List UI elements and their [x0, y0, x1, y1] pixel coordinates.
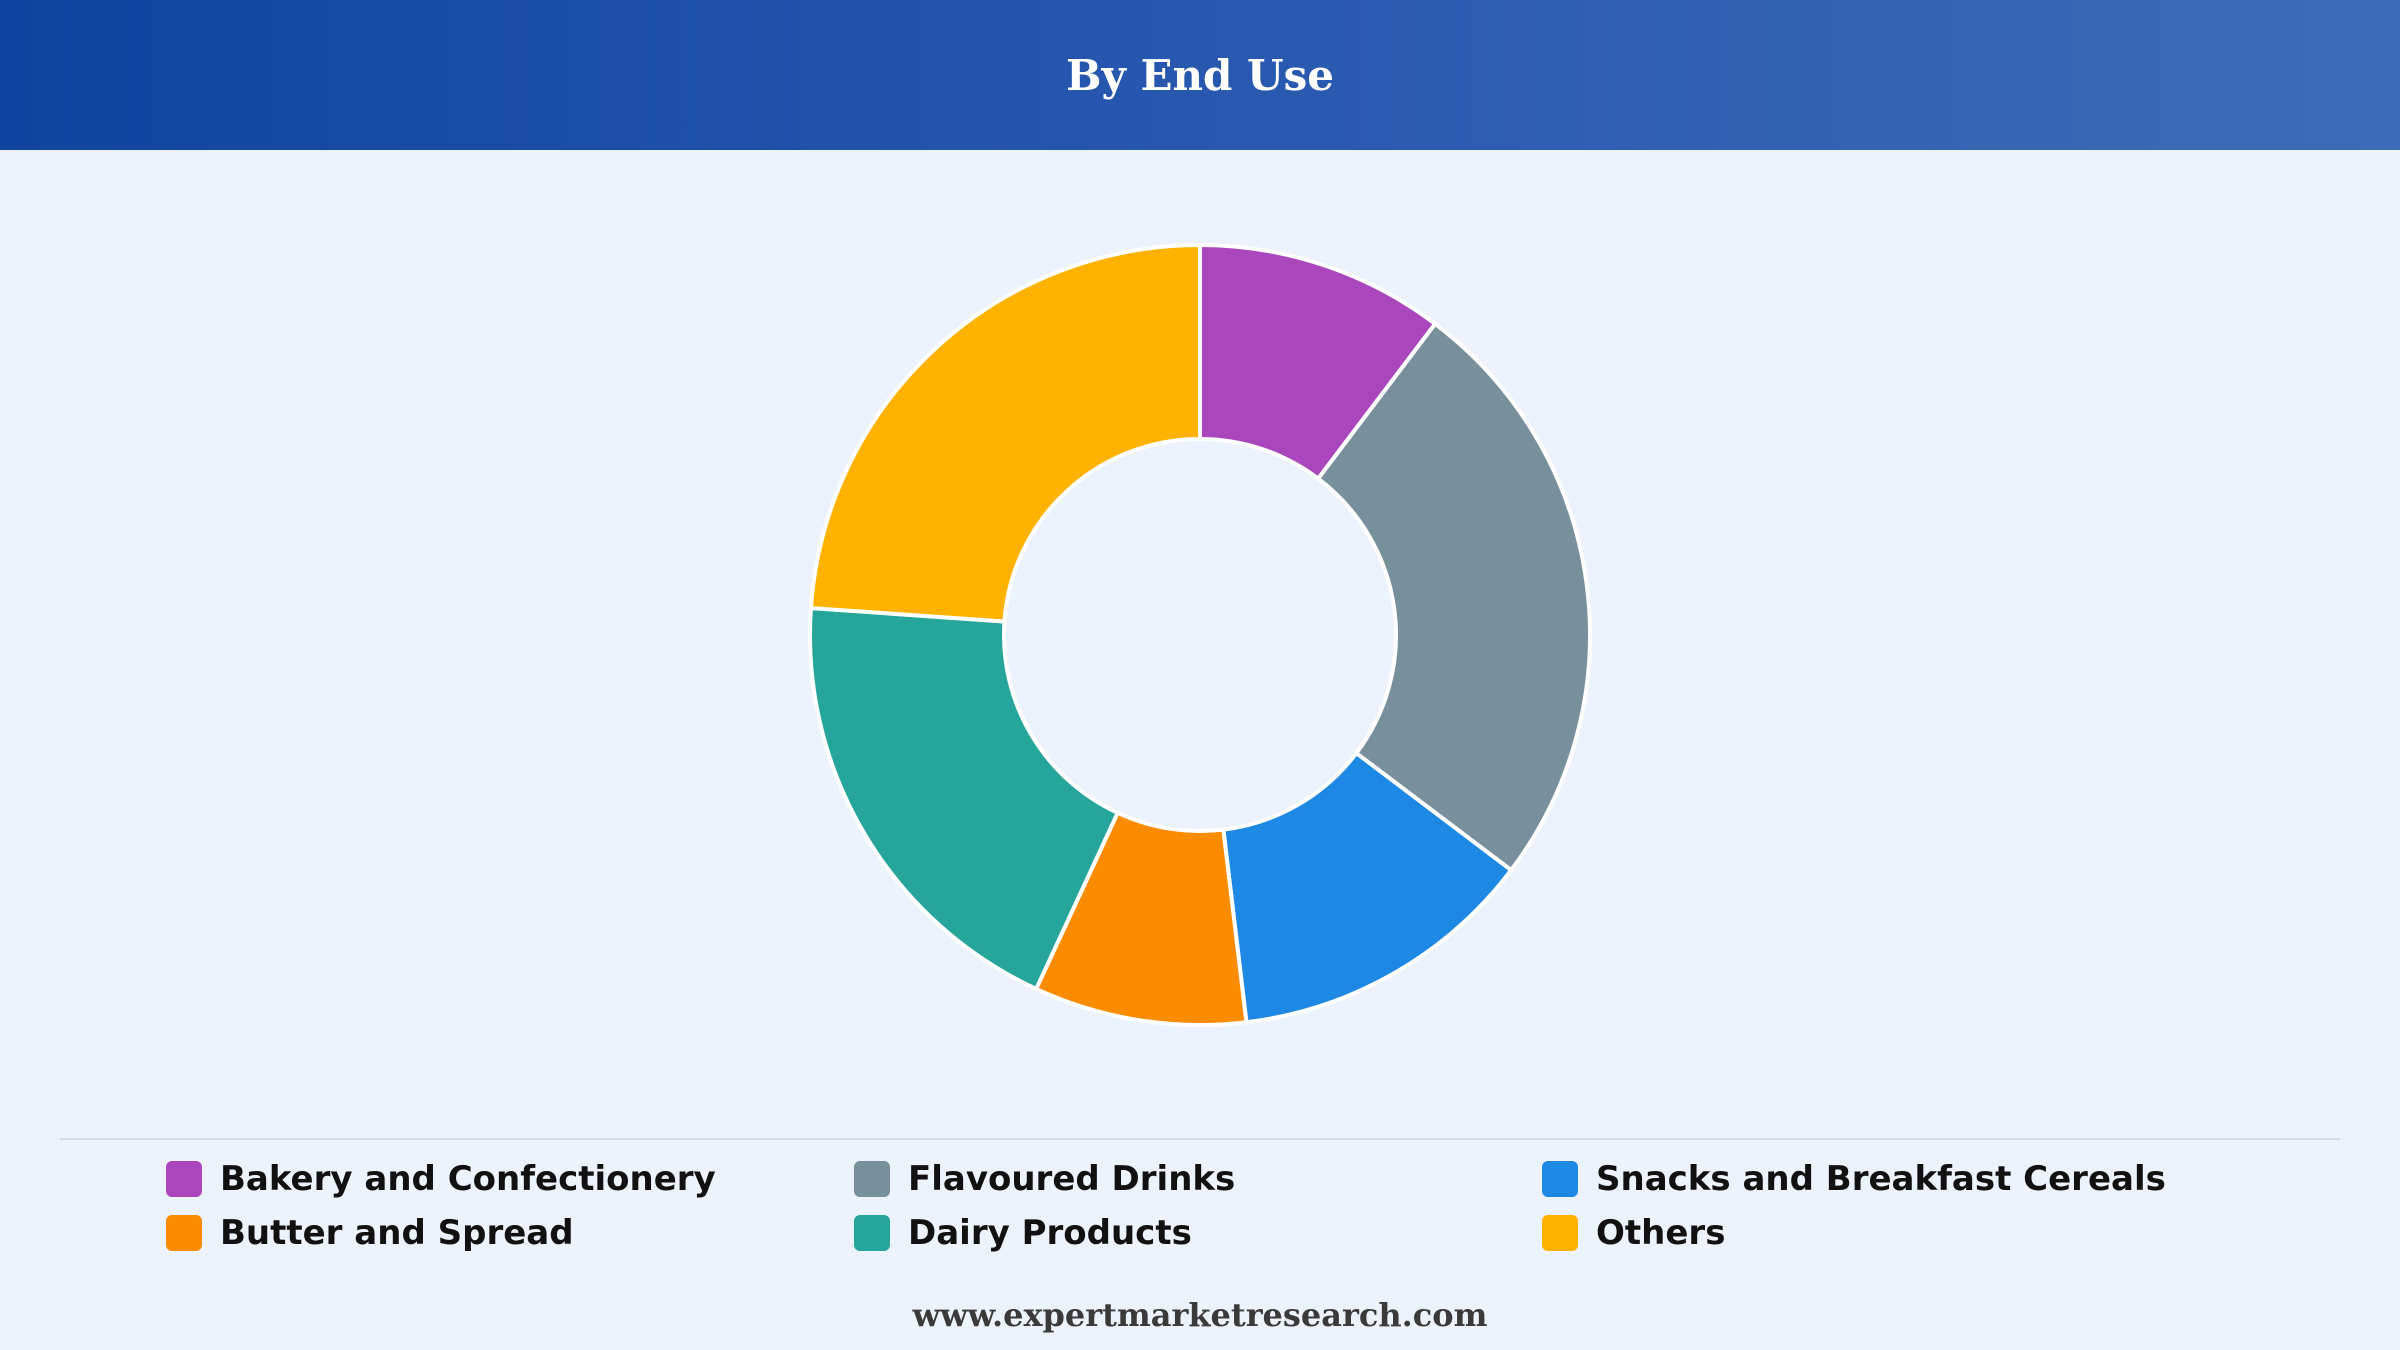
slice-snacks-and-breakfast-cereals[interactable] [1221, 751, 1514, 1025]
legend-item-flavoured-drinks[interactable]: Flavoured Drinks [854, 1152, 1542, 1206]
legend-swatch-snacks-and-breakfast-cereals [1542, 1161, 1578, 1197]
legend-item-dairy-products[interactable]: Dairy Products [854, 1206, 1542, 1260]
chart-header: By End Use [0, 0, 2400, 150]
legend-label-bakery-and-confectionery: Bakery and Confectionery [220, 1159, 716, 1199]
legend-swatch-flavoured-drinks [854, 1161, 890, 1197]
slice-flavoured-drinks[interactable] [1316, 321, 1592, 873]
donut-chart [808, 243, 1592, 1027]
legend-label-others: Others [1596, 1213, 1726, 1253]
donut-chart-area [0, 150, 2400, 1130]
legend-label-dairy-products: Dairy Products [908, 1213, 1192, 1253]
legend-swatch-bakery-and-confectionery [166, 1161, 202, 1197]
legend-label-flavoured-drinks: Flavoured Drinks [908, 1159, 1236, 1199]
legend-swatch-others [1542, 1215, 1578, 1251]
slice-bakery-and-confectionery[interactable] [1198, 243, 1438, 481]
legend-label-snacks-and-breakfast-cereals: Snacks and Breakfast Cereals [1596, 1159, 2166, 1199]
slice-others[interactable] [808, 243, 1202, 624]
legend-item-butter-and-spread[interactable]: Butter and Spread [166, 1206, 854, 1260]
slice-dairy-products[interactable] [808, 606, 1120, 991]
source-url: www.expertmarketresearch.com [912, 1296, 1488, 1334]
legend-swatch-dairy-products [854, 1215, 890, 1251]
legend-divider [60, 1138, 2340, 1140]
chart-legend: Bakery and Confectionery Flavoured Drink… [166, 1152, 2266, 1260]
legend-item-others[interactable]: Others [1542, 1206, 2230, 1260]
legend-swatch-butter-and-spread [166, 1215, 202, 1251]
legend-item-snacks-and-breakfast-cereals[interactable]: Snacks and Breakfast Cereals [1542, 1152, 2230, 1206]
legend-label-butter-and-spread: Butter and Spread [220, 1213, 574, 1253]
legend-item-bakery-and-confectionery[interactable]: Bakery and Confectionery [166, 1152, 854, 1206]
chart-title: By End Use [1065, 50, 1335, 100]
